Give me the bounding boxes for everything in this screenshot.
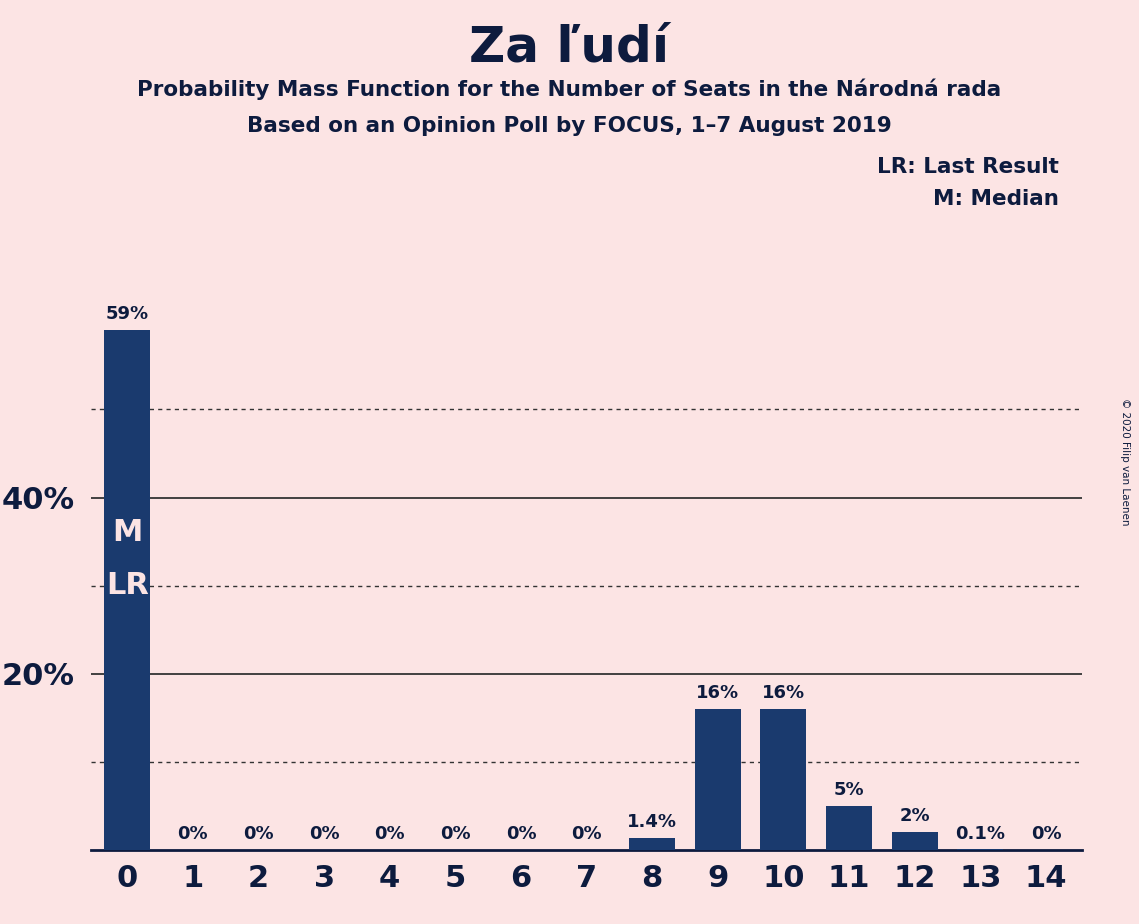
Bar	[892, 833, 937, 850]
Bar	[695, 709, 740, 850]
Bar	[826, 806, 872, 850]
Text: 0%: 0%	[572, 825, 601, 843]
Text: 5%: 5%	[834, 781, 865, 799]
Bar	[629, 838, 675, 850]
Text: M: M	[112, 518, 142, 547]
Bar	[105, 330, 150, 850]
Text: 0%: 0%	[440, 825, 470, 843]
Text: 2%: 2%	[900, 808, 931, 825]
Text: 0%: 0%	[375, 825, 405, 843]
Text: M: Median: M: Median	[933, 189, 1059, 210]
Text: © 2020 Filip van Laenen: © 2020 Filip van Laenen	[1121, 398, 1130, 526]
Text: Probability Mass Function for the Number of Seats in the Národná rada: Probability Mass Function for the Number…	[138, 79, 1001, 100]
Text: 0%: 0%	[309, 825, 339, 843]
Text: 0%: 0%	[243, 825, 273, 843]
Text: 0%: 0%	[506, 825, 536, 843]
Text: LR: LR	[106, 571, 149, 601]
Text: 0.1%: 0.1%	[956, 825, 1006, 843]
Text: Based on an Opinion Poll by FOCUS, 1–7 August 2019: Based on an Opinion Poll by FOCUS, 1–7 A…	[247, 116, 892, 136]
Text: Za ľudí: Za ľudí	[469, 23, 670, 71]
Bar	[761, 709, 806, 850]
Text: 16%: 16%	[762, 684, 805, 702]
Text: 16%: 16%	[696, 684, 739, 702]
Text: 0%: 0%	[178, 825, 208, 843]
Text: 1.4%: 1.4%	[628, 813, 678, 831]
Text: 0%: 0%	[1031, 825, 1062, 843]
Text: 59%: 59%	[106, 305, 149, 323]
Text: LR: Last Result: LR: Last Result	[877, 157, 1059, 177]
